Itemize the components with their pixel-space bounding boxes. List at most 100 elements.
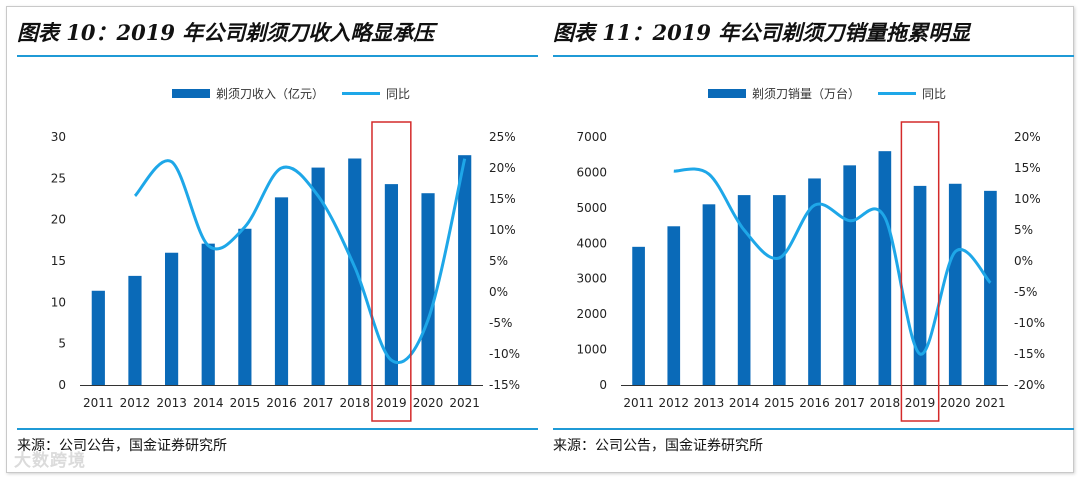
- bar: [421, 193, 435, 385]
- left-axis-tick-label: 3000: [576, 272, 607, 286]
- x-tick-label: 2018: [870, 396, 901, 410]
- bar: [913, 185, 927, 385]
- x-tick-label: 2011: [83, 396, 114, 410]
- bar: [667, 226, 681, 385]
- revenue-chart: 剃须刀收入（亿元） 同比 0 5 10 15 20 25 30 -15% -10% -5% 0% 5% 10…: [51, 86, 520, 422]
- left-axis-tick-label: 6000: [576, 165, 607, 179]
- left-axis-tick-label: 30: [51, 130, 66, 144]
- x-tick-label: 2013: [156, 396, 187, 410]
- source-note: 来源：公司公告，国金证券研究所: [553, 438, 763, 454]
- right-axis-tick-label: -10%: [489, 347, 520, 361]
- left-axis-tick-label: 15: [51, 254, 66, 268]
- x-tick-label: 2015: [230, 396, 261, 410]
- left-axis-tick-label: 2000: [576, 307, 607, 321]
- legend-line-label: 同比: [922, 87, 946, 101]
- x-tick-label: 2016: [266, 396, 297, 410]
- bar: [772, 195, 786, 385]
- yoy-line: [673, 167, 992, 356]
- right-axis-tick-label: -5%: [1014, 285, 1037, 299]
- bar: [91, 290, 105, 385]
- bar: [808, 178, 821, 385]
- right-axis-tick-label: 20%: [489, 161, 516, 175]
- left-axis-tick-label: 25: [51, 171, 66, 185]
- legend: 剃须刀收入（亿元） 同比: [172, 86, 410, 101]
- figure-frame: 图表 10：2019 年公司剃须刀收入略显承压 剃须刀收入（亿元） 同比 0 5 10 1…: [6, 6, 1074, 473]
- left-axis-tick-label: 1000: [576, 343, 607, 357]
- legend-bar-swatch: [708, 89, 746, 98]
- bar: [128, 275, 142, 385]
- panel-title: 图表 11：2019 年公司剃须刀销量拖累明显: [553, 20, 971, 45]
- bar: [164, 252, 179, 385]
- bar: [702, 204, 716, 385]
- bar: [384, 184, 399, 385]
- left-axis-tick-label: 5: [58, 337, 66, 351]
- x-tick-label: 2020: [940, 396, 971, 410]
- x-tick-label: 2020: [413, 396, 444, 410]
- bar: [843, 165, 857, 385]
- right-axis-tick-label: -20%: [1014, 378, 1045, 392]
- bar: [632, 246, 645, 385]
- bar: [737, 195, 751, 385]
- x-tick-label: 2014: [193, 396, 224, 410]
- bar: [274, 197, 289, 385]
- right-axis-tick-label: 25%: [489, 130, 516, 144]
- right-axis-tick-label: 0%: [489, 285, 508, 299]
- bar: [984, 190, 997, 385]
- x-tick-label: 2021: [975, 396, 1006, 410]
- x-tick-label: 2011: [623, 396, 654, 410]
- highlight-box: [900, 121, 940, 422]
- x-tick-label: 2012: [658, 396, 689, 410]
- right-axis-tick-label: 0%: [1014, 254, 1033, 268]
- right-axis-tick-label: 5%: [1014, 223, 1033, 237]
- x-tick-label: 2019: [905, 396, 936, 410]
- right-axis-tick-label: 10%: [489, 223, 516, 237]
- x-tick-label: 2017: [303, 396, 334, 410]
- watermark: 大数跨境: [14, 451, 86, 471]
- source-rule: [553, 428, 1074, 430]
- bar: [878, 151, 892, 385]
- left-axis-tick-label: 0: [599, 378, 607, 392]
- x-tick-label: 2012: [120, 396, 151, 410]
- right-axis-tick-label: -5%: [489, 316, 512, 330]
- right-axis-tick-label: -10%: [1014, 316, 1045, 330]
- x-tick-label: 2017: [834, 396, 865, 410]
- title-rule: [17, 55, 538, 57]
- left-axis-tick-label: 0: [58, 378, 66, 392]
- right-axis-tick-label: -15%: [1014, 347, 1045, 361]
- bar: [311, 167, 325, 385]
- legend-bar-label: 剃须刀销量（万台）: [752, 86, 860, 101]
- bar: [348, 158, 362, 385]
- legend: 剃须刀销量（万台） 同比: [708, 86, 946, 101]
- right-axis-tick-label: -15%: [489, 378, 520, 392]
- panel-title: 图表 10：2019 年公司剃须刀收入略显承压: [17, 20, 435, 45]
- yoy-line: [133, 158, 467, 365]
- right-axis-tick-label: 15%: [1014, 161, 1041, 175]
- left-axis-tick-label: 4000: [576, 236, 607, 250]
- title-rule: [553, 55, 1074, 57]
- bar: [238, 228, 252, 385]
- bar: [458, 155, 472, 385]
- left-axis-tick-label: 7000: [576, 130, 607, 144]
- left-axis-tick-label: 20: [51, 213, 66, 227]
- x-tick-label: 2018: [339, 396, 370, 410]
- right-axis-tick-label: 5%: [489, 254, 508, 268]
- right-axis-tick-label: 20%: [1014, 130, 1041, 144]
- left-axis-tick-label: 10: [51, 295, 66, 309]
- x-tick-label: 2013: [694, 396, 725, 410]
- right-axis-tick-label: 15%: [489, 192, 516, 206]
- x-tick-label: 2016: [799, 396, 830, 410]
- x-tick-label: 2021: [449, 396, 480, 410]
- source-rule: [17, 428, 538, 430]
- x-tick-label: 2019: [376, 396, 407, 410]
- volume-chart: 剃须刀销量（万台） 同比 0 1000 2000 3000 4000 5000 6000 7000…: [576, 86, 1045, 422]
- bar: [201, 243, 215, 385]
- legend-line-label: 同比: [386, 87, 410, 101]
- chart-panel-volume: 图表 11：2019 年公司剃须刀销量拖累明显 剃须刀销量（万台） 同比 0 1000…: [553, 7, 1074, 472]
- highlight-box: [371, 121, 412, 422]
- left-axis-tick-label: 5000: [576, 201, 607, 215]
- x-tick-label: 2014: [729, 396, 760, 410]
- legend-bar-label: 剃须刀收入（亿元）: [216, 86, 324, 101]
- right-axis-tick-label: 10%: [1014, 192, 1041, 206]
- source-note: 来源：公司公告，国金证券研究所: [17, 438, 227, 454]
- bar: [948, 183, 962, 385]
